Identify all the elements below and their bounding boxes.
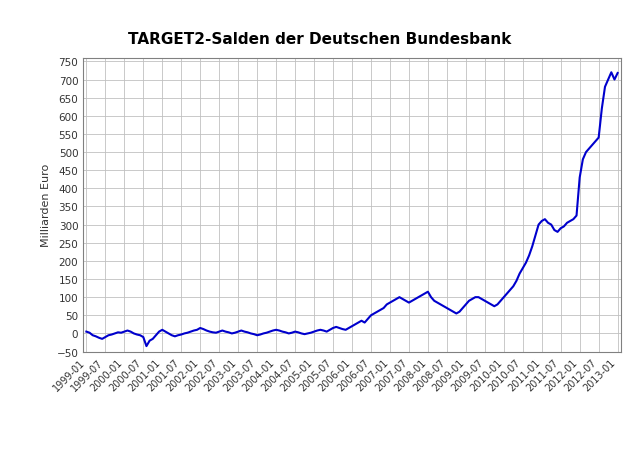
Y-axis label: Milliarden Euro: Milliarden Euro bbox=[41, 164, 51, 247]
Text: TARGET2-Salden der Deutschen Bundesbank: TARGET2-Salden der Deutschen Bundesbank bbox=[128, 32, 512, 46]
